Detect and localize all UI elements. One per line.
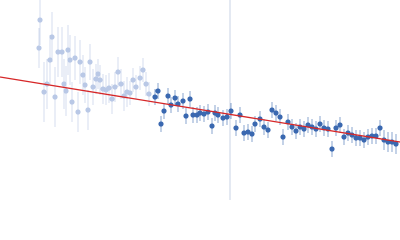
data-point xyxy=(269,107,275,113)
data-point xyxy=(353,135,359,141)
data-point xyxy=(361,137,367,143)
data-point xyxy=(261,124,267,130)
data-point xyxy=(245,129,251,135)
data-point xyxy=(172,95,178,101)
data-point xyxy=(393,141,399,147)
data-point xyxy=(75,109,81,115)
data-point xyxy=(93,76,99,82)
data-point xyxy=(280,134,286,140)
data-point xyxy=(67,57,73,63)
data-point xyxy=(233,125,239,131)
data-point xyxy=(201,111,207,117)
data-point xyxy=(197,110,203,116)
data-point xyxy=(115,69,121,75)
data-point xyxy=(215,112,221,118)
data-point xyxy=(77,59,83,65)
data-point xyxy=(61,81,67,87)
data-point xyxy=(277,114,283,120)
data-point xyxy=(333,125,339,131)
data-point xyxy=(293,128,299,134)
data-point xyxy=(140,67,146,73)
data-point xyxy=(87,59,93,65)
data-point xyxy=(337,122,343,128)
data-point xyxy=(265,127,271,133)
data-point xyxy=(273,110,279,116)
data-point xyxy=(146,91,152,97)
data-point xyxy=(220,115,226,121)
data-point xyxy=(69,99,75,105)
data-point xyxy=(301,126,307,132)
data-point xyxy=(97,77,103,83)
data-point xyxy=(65,47,71,53)
data-point xyxy=(209,123,215,129)
data-point xyxy=(49,34,55,40)
page: (() => { const data = JSON.parse(documen… xyxy=(0,0,400,200)
data-point xyxy=(95,71,101,77)
data-point xyxy=(252,121,258,127)
data-point xyxy=(183,113,189,119)
data-point xyxy=(152,94,158,100)
data-point xyxy=(36,45,42,51)
data-point xyxy=(52,94,58,100)
data-point xyxy=(130,77,136,83)
data-point xyxy=(47,57,53,63)
data-point xyxy=(377,125,383,131)
data-point xyxy=(109,96,115,102)
data-point xyxy=(37,17,43,23)
data-point xyxy=(241,130,247,136)
data-point xyxy=(180,98,186,104)
data-point xyxy=(63,88,69,94)
data-point xyxy=(155,88,161,94)
data-point xyxy=(357,135,363,141)
fit-line xyxy=(0,76,400,143)
data-point xyxy=(289,124,295,130)
data-point xyxy=(317,121,323,127)
data-point xyxy=(228,108,234,114)
data-point xyxy=(133,84,139,90)
data-point xyxy=(329,146,335,152)
data-point xyxy=(118,81,124,87)
data-point xyxy=(90,84,96,90)
data-point xyxy=(82,82,88,88)
data-point xyxy=(190,112,196,118)
data-point xyxy=(112,84,118,90)
data-point xyxy=(165,93,171,99)
data-point xyxy=(41,89,47,95)
data-point xyxy=(59,49,65,55)
data-point xyxy=(137,75,143,81)
data-point xyxy=(55,49,61,55)
chart xyxy=(0,0,400,200)
data-point xyxy=(72,55,78,61)
data-point xyxy=(80,72,86,78)
data-point xyxy=(161,108,167,114)
data-point xyxy=(224,114,230,120)
data-point xyxy=(341,134,347,140)
data-point xyxy=(143,81,149,87)
data-point xyxy=(158,121,164,127)
data-point xyxy=(85,107,91,113)
data-point xyxy=(127,90,133,96)
data-point xyxy=(106,85,112,91)
data-point xyxy=(187,96,193,102)
data-point xyxy=(249,131,255,137)
